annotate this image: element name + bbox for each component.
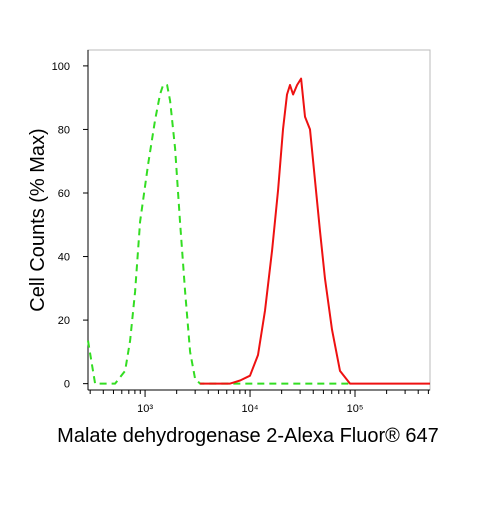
x-tick-label: 10³: [137, 403, 153, 415]
x-tick-label: 10⁵: [347, 403, 364, 415]
x-tick-label: 10⁴: [242, 403, 259, 415]
y-tick-label: 20: [58, 315, 70, 327]
y-axis-label: Cell Counts (% Max): [27, 128, 49, 311]
y-tick-label: 100: [52, 61, 70, 73]
y-tick-label: 40: [58, 252, 70, 264]
y-tick-label: 60: [58, 188, 70, 200]
y-tick-label: 80: [58, 124, 70, 136]
x-axis-label: Malate dehydrogenase 2-Alexa Fluor® 647: [57, 425, 439, 447]
histogram-line: [87, 84, 350, 385]
y-tick-label: 0: [64, 379, 70, 391]
plot-frame: [87, 49, 431, 391]
histogram-line: [200, 77, 430, 385]
